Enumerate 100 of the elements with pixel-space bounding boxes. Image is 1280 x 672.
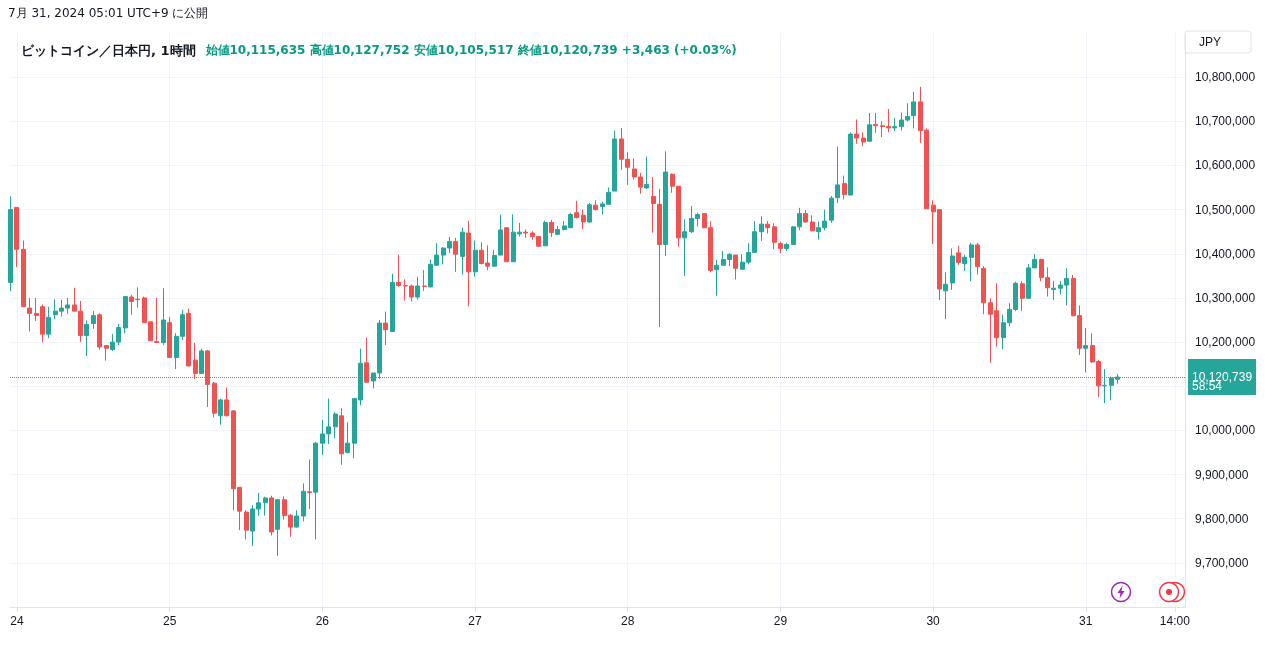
candlestick xyxy=(46,306,51,339)
candlestick xyxy=(1083,327,1088,374)
y-tick-label: 10,600,000 xyxy=(1195,158,1256,173)
candlestick xyxy=(956,245,961,266)
candlestick xyxy=(892,117,897,132)
candlestick xyxy=(950,247,955,291)
x-tick-label: 26 xyxy=(315,614,330,628)
candlestick xyxy=(574,200,579,219)
candlestick xyxy=(657,188,662,328)
candlestick xyxy=(167,316,172,359)
candlestick xyxy=(453,237,458,273)
candlestick xyxy=(415,276,420,301)
candlestick xyxy=(714,259,719,297)
y-tick-label: 9,900,000 xyxy=(1195,467,1249,482)
x-tick-label: 27 xyxy=(468,614,483,628)
candlestick xyxy=(867,112,872,143)
candlestick xyxy=(981,265,986,315)
candlestick xyxy=(84,319,89,357)
candlestick xyxy=(810,214,815,232)
candlestick xyxy=(803,209,808,224)
y-tick-label: 10,200,000 xyxy=(1195,335,1256,350)
y-tick-label: 10,400,000 xyxy=(1195,246,1256,261)
candlestick xyxy=(848,131,853,196)
candlestick xyxy=(396,254,401,288)
candlestick xyxy=(104,345,109,362)
candlestick xyxy=(422,269,427,292)
y-tick-label: 10,800,000 xyxy=(1195,70,1256,85)
candlestick xyxy=(244,509,249,540)
candlestick xyxy=(333,411,338,439)
y-tick-label: 10,300,000 xyxy=(1195,290,1256,305)
candlestick xyxy=(943,271,948,320)
candlestick xyxy=(1051,280,1056,301)
candlestick xyxy=(212,381,217,419)
candlestick xyxy=(555,225,560,236)
candlestick xyxy=(842,175,847,200)
text: 7月 31, 2024 05:01 UTC+9 に公開 xyxy=(8,6,209,20)
candlestick xyxy=(861,131,866,147)
text: ビットコイン／日本円, 1時間 xyxy=(21,42,196,58)
y-tick-label: 10,500,000 xyxy=(1195,202,1256,217)
x-tick-label: 28 xyxy=(621,614,635,628)
candlestick xyxy=(91,310,96,330)
candlestick xyxy=(224,387,229,417)
candlestick xyxy=(154,297,159,344)
candlestick xyxy=(733,254,738,280)
candlestick xyxy=(651,176,656,234)
candlestick xyxy=(504,226,509,263)
candlestick xyxy=(543,220,548,247)
candlestick xyxy=(466,220,471,307)
y-tick-label: 10,700,000 xyxy=(1195,114,1256,129)
candlestick xyxy=(161,287,166,346)
candlestick xyxy=(759,215,764,242)
candlestick xyxy=(97,312,102,351)
candlestick xyxy=(307,459,312,510)
candlestick xyxy=(460,226,465,276)
candlestick xyxy=(27,297,32,332)
candlestick xyxy=(587,202,592,224)
candlestick xyxy=(8,195,13,292)
candlestick xyxy=(205,349,210,408)
candlestick xyxy=(218,398,223,426)
candlestick xyxy=(854,119,859,145)
candlestick xyxy=(313,441,318,540)
candlestick xyxy=(199,348,204,374)
x-tick-label: 30 xyxy=(926,614,941,628)
candlestick xyxy=(263,496,268,517)
x-tick-label: 25 xyxy=(163,614,177,628)
candlestick xyxy=(765,220,770,234)
candlestick xyxy=(193,342,198,380)
x-tick-label: 29 xyxy=(773,614,788,628)
candlestick xyxy=(123,295,128,334)
candlestick xyxy=(301,482,306,522)
candlestick xyxy=(873,112,878,134)
y-tick-label: 9,800,000 xyxy=(1195,511,1249,526)
candlestick xyxy=(364,337,369,383)
candlestick xyxy=(1020,280,1025,312)
candlestick xyxy=(345,421,350,454)
candlestick xyxy=(339,407,344,466)
candlestick xyxy=(593,199,598,211)
candlestick xyxy=(612,130,617,192)
candlestick xyxy=(294,509,299,529)
candlestick xyxy=(523,228,528,239)
text: 始値10,115,635 高値10,127,752 安値10,105,517 終値10,120,739 +3,463 (+0.03%) xyxy=(204,43,737,57)
candlestick xyxy=(383,311,388,346)
candlestick xyxy=(21,240,26,308)
candlestick xyxy=(962,254,967,272)
candlestick xyxy=(269,495,274,536)
candlestick xyxy=(473,240,478,278)
x-tick-label: 14:00 xyxy=(1159,614,1191,628)
candlestick xyxy=(784,242,789,252)
candlestick xyxy=(644,156,649,190)
candlestick xyxy=(581,209,586,230)
candlestick xyxy=(390,273,395,333)
candlestick xyxy=(663,150,668,257)
candlestick xyxy=(969,242,974,282)
candlestick xyxy=(549,219,554,238)
candlestick xyxy=(975,242,980,276)
candlestick xyxy=(682,218,687,277)
x-tick-label: 31 xyxy=(1079,614,1093,628)
candlestick xyxy=(14,206,19,268)
candlestick xyxy=(911,91,916,129)
y-tick-label: 10,000,000 xyxy=(1195,423,1256,438)
